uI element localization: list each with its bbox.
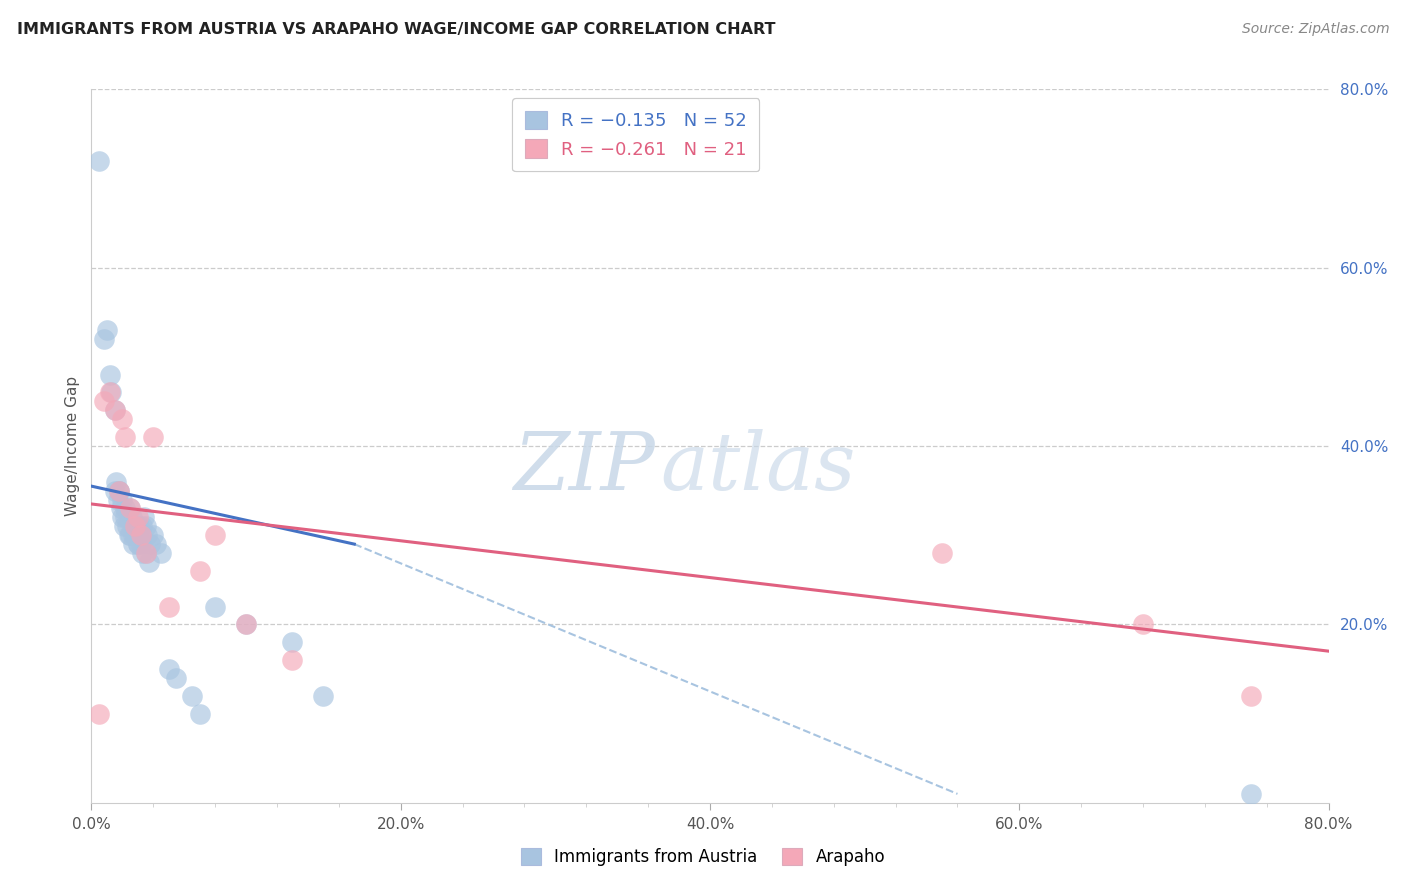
Point — [96, 323, 118, 337]
Point — [117, 528, 139, 542]
Point — [120, 501, 141, 516]
Point — [125, 528, 148, 542]
Text: IMMIGRANTS FROM AUSTRIA VS ARAPAHO WAGE/INCOME GAP CORRELATION CHART: IMMIGRANTS FROM AUSTRIA VS ARAPAHO WAGE/… — [17, 22, 775, 37]
Point — [129, 528, 152, 542]
Point — [104, 403, 127, 417]
Point — [104, 403, 127, 417]
Point — [132, 510, 155, 524]
Point — [204, 528, 226, 542]
Y-axis label: Wage/Income Gap: Wage/Income Gap — [65, 376, 80, 516]
Point — [107, 492, 129, 507]
Point — [115, 519, 138, 533]
Point — [127, 537, 149, 551]
Point — [114, 430, 136, 444]
Point — [142, 430, 165, 444]
Point — [121, 510, 143, 524]
Point — [108, 483, 131, 498]
Point — [135, 519, 157, 533]
Legend: Immigrants from Austria, Arapaho: Immigrants from Austria, Arapaho — [512, 840, 894, 875]
Point — [166, 671, 188, 685]
Point — [312, 689, 335, 703]
Point — [111, 412, 134, 426]
Point — [124, 519, 146, 533]
Point — [235, 617, 257, 632]
Point — [110, 501, 132, 516]
Point — [138, 555, 160, 569]
Point — [87, 706, 111, 721]
Point — [1132, 617, 1154, 632]
Point — [180, 689, 202, 703]
Point — [98, 385, 121, 400]
Point — [131, 546, 153, 560]
Point — [157, 599, 180, 614]
Point — [131, 519, 153, 533]
Point — [1240, 689, 1263, 703]
Point — [931, 546, 953, 560]
Point — [1240, 787, 1263, 801]
Point — [235, 617, 257, 632]
Point — [142, 528, 165, 542]
Point — [93, 332, 115, 346]
Point — [100, 385, 122, 400]
Point — [204, 599, 226, 614]
Point — [139, 537, 162, 551]
Point — [112, 519, 135, 533]
Point — [122, 537, 145, 551]
Point — [281, 653, 304, 667]
Point — [98, 368, 121, 382]
Point — [93, 394, 115, 409]
Point — [188, 706, 211, 721]
Point — [128, 519, 150, 533]
Point — [281, 635, 304, 649]
Point — [122, 528, 145, 542]
Point — [104, 483, 127, 498]
Text: atlas: atlas — [661, 429, 856, 506]
Point — [127, 510, 149, 524]
Point — [111, 510, 134, 524]
Point — [127, 528, 149, 542]
Point — [108, 483, 131, 498]
Point — [145, 537, 167, 551]
Text: ZIP: ZIP — [513, 429, 654, 506]
Point — [124, 519, 146, 533]
Point — [111, 492, 134, 507]
Point — [114, 510, 136, 524]
Point — [120, 528, 141, 542]
Point — [124, 528, 146, 542]
Point — [105, 475, 128, 489]
Text: Source: ZipAtlas.com: Source: ZipAtlas.com — [1241, 22, 1389, 37]
Point — [157, 662, 180, 676]
Point — [129, 537, 152, 551]
Point — [150, 546, 172, 560]
Point — [136, 528, 159, 542]
Point — [108, 483, 131, 498]
Point — [114, 501, 136, 516]
Point — [135, 546, 157, 560]
Legend: R = −0.135   N = 52, R = −0.261   N = 21: R = −0.135 N = 52, R = −0.261 N = 21 — [512, 98, 759, 171]
Point — [120, 501, 141, 516]
Point — [87, 153, 111, 168]
Point — [127, 537, 149, 551]
Point — [135, 546, 157, 560]
Point — [188, 564, 211, 578]
